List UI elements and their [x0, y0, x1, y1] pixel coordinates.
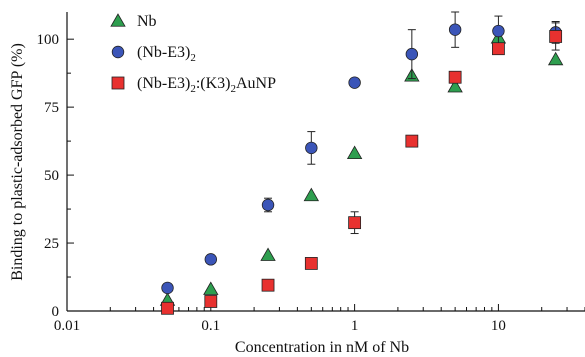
data-point — [448, 23, 462, 36]
legend-label-nb: Nb — [137, 13, 157, 30]
data-point — [303, 187, 320, 202]
x-tick-label: 10 — [491, 318, 506, 334]
data-point — [348, 216, 362, 230]
data-point — [261, 198, 275, 212]
series-2 — [161, 22, 563, 315]
legend-marker-square — [111, 76, 125, 90]
x-axis-ticks: 0.01 0.1 1 10 — [54, 304, 585, 334]
legend: Nb (Nb-E3)2 (Nb-E3)2:(K3)2AuNP — [110, 13, 276, 95]
legend-marker-circle — [111, 45, 125, 59]
data-point — [346, 145, 363, 159]
x-tick-label: 1 — [351, 318, 359, 334]
legend-markers — [110, 13, 126, 90]
y-tick-label: 50 — [44, 168, 59, 184]
data-series — [159, 11, 564, 315]
y-tick-label: 75 — [44, 100, 59, 116]
data-point — [203, 281, 219, 295]
legend-label-nb-e3-aunp: (Nb-E3)2:(K3)2AuNP — [137, 75, 276, 95]
y-axis-ticks: 0 25 50 75 100 — [37, 32, 74, 320]
data-point — [405, 134, 419, 148]
x-axis-label: Concentration in nM of Nb — [235, 339, 409, 356]
data-point — [261, 278, 275, 292]
y-tick-label: 25 — [44, 236, 59, 252]
y-tick-label: 100 — [37, 32, 60, 48]
legend-marker-triangle — [110, 13, 126, 27]
x-tick-label: 0.1 — [201, 318, 220, 334]
data-point — [405, 47, 419, 61]
data-point — [492, 42, 505, 56]
data-point — [549, 30, 563, 43]
legend-subscript: 2 — [190, 52, 196, 64]
x-tick-label: 0.01 — [54, 318, 80, 334]
data-point — [492, 24, 505, 38]
legend-label-nb-e3-dimer: (Nb-E3)2 — [137, 44, 196, 64]
data-point — [547, 51, 564, 66]
data-point — [304, 257, 318, 270]
data-point — [305, 141, 318, 155]
y-tick-label: 0 — [52, 304, 60, 320]
data-point — [447, 78, 463, 93]
y-axis-label: Binding to plastic-adsorbed GFP (%) — [9, 43, 26, 281]
data-point — [448, 70, 462, 84]
data-point — [204, 295, 218, 308]
data-point — [204, 253, 218, 266]
data-point — [348, 76, 361, 89]
data-point — [260, 247, 276, 261]
data-point — [161, 301, 174, 315]
series-0 — [159, 29, 564, 306]
data-point — [161, 281, 174, 295]
